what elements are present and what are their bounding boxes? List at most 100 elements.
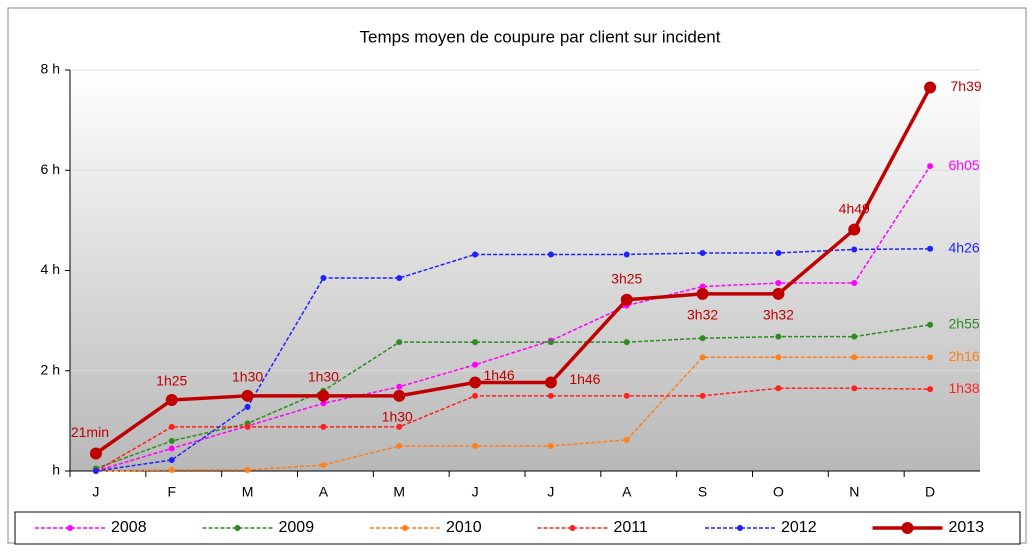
legend-label: 2008 (111, 519, 147, 536)
legend-label: 2009 (279, 519, 315, 536)
data-point (699, 392, 706, 399)
data-point (393, 389, 406, 402)
data-point (168, 423, 175, 430)
data-point (244, 466, 251, 473)
data-point (927, 163, 934, 170)
data-label: 1h46 (484, 367, 515, 383)
legend (14, 511, 1021, 545)
data-point (244, 423, 251, 430)
data-point (320, 461, 327, 468)
data-point (848, 223, 861, 236)
data-point (472, 442, 479, 449)
x-tick-label: S (698, 484, 707, 500)
data-point (472, 251, 479, 258)
x-tick-label: M (393, 484, 405, 500)
data-point (317, 389, 330, 402)
data-point (320, 275, 327, 282)
x-tick-label: J (92, 484, 99, 500)
data-point (623, 392, 630, 399)
legend-label: 2011 (614, 519, 649, 536)
data-label: 3h32 (687, 307, 718, 323)
data-point (927, 321, 934, 328)
data-point (472, 339, 479, 346)
legend-label: 2010 (446, 519, 482, 536)
legend-marker (901, 522, 914, 534)
data-point (396, 423, 403, 430)
data-point (320, 400, 327, 407)
data-point (547, 339, 554, 346)
legend-marker (67, 525, 73, 531)
data-point (696, 287, 709, 300)
data-label: 6h05 (949, 157, 980, 173)
data-label: 1h30 (232, 369, 263, 385)
x-tick-label: N (849, 484, 859, 500)
legend-label: 2013 (949, 519, 985, 536)
series-line (95, 356, 931, 472)
data-point (620, 293, 633, 306)
legend-marker (569, 525, 576, 531)
data-point (772, 287, 785, 300)
x-tick-label: J (547, 484, 554, 500)
data-point (547, 392, 554, 399)
data-label: 1h30 (308, 369, 339, 385)
series-line (95, 248, 931, 472)
y-tick-label: 6 h (41, 161, 60, 177)
data-point (851, 280, 858, 287)
data-label: 2h55 (949, 315, 980, 331)
series-line (94, 86, 932, 455)
y-tick-label: 8 h (41, 61, 60, 77)
data-point (168, 456, 175, 463)
data-point (168, 437, 175, 444)
data-point (699, 249, 706, 256)
data-label: 4h26 (949, 239, 980, 255)
y-tick-label: 2 h (41, 361, 60, 377)
data-label: 1h30 (382, 409, 413, 425)
data-point (851, 354, 858, 361)
data-label: 1h38 (949, 380, 980, 396)
data-point (547, 251, 554, 258)
data-point (472, 392, 479, 399)
data-point (623, 436, 630, 443)
data-point (775, 385, 782, 392)
data-point (927, 354, 934, 361)
series-line (95, 387, 931, 472)
y-tick-label: 4 h (41, 261, 60, 277)
data-point (396, 339, 403, 346)
data-point (165, 393, 178, 406)
data-label: 3h32 (763, 307, 794, 323)
data-point (775, 333, 782, 340)
data-label: 2h16 (949, 348, 980, 364)
legend-marker (234, 525, 241, 531)
data-point (851, 385, 858, 392)
data-point (851, 333, 858, 340)
data-point (699, 335, 706, 342)
data-point (241, 389, 254, 402)
x-tick-label: F (167, 484, 176, 500)
data-point (89, 447, 102, 460)
data-point (396, 275, 403, 282)
x-tick-label: J (472, 484, 479, 500)
data-label: 4h49 (839, 200, 870, 216)
x-tick-label: M (242, 484, 254, 500)
data-point (623, 339, 630, 346)
data-point (168, 466, 175, 473)
chart-title: Temps moyen de coupure par client sur in… (360, 27, 721, 46)
data-point (851, 246, 858, 253)
x-tick-label: A (319, 484, 329, 500)
data-point (168, 445, 175, 452)
legend-label: 2012 (781, 519, 817, 536)
data-point (775, 280, 782, 287)
data-point (699, 354, 706, 361)
data-point (924, 81, 937, 94)
data-point (775, 249, 782, 256)
data-point (623, 251, 630, 258)
data-point (775, 354, 782, 361)
x-tick-label: O (773, 484, 784, 500)
data-point (396, 442, 403, 449)
data-point (927, 386, 934, 393)
legend-marker (402, 525, 408, 531)
data-point (927, 245, 934, 252)
data-point (320, 423, 327, 430)
data-point (547, 442, 554, 449)
